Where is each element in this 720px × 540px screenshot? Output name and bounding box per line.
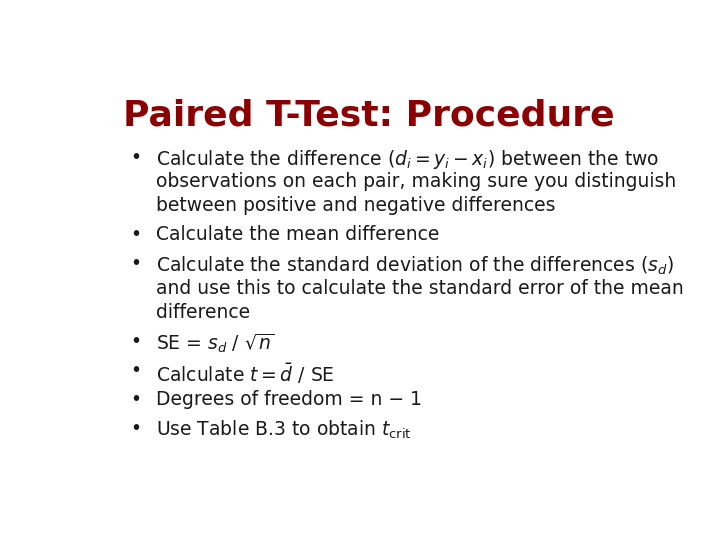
Text: Calculate the mean difference: Calculate the mean difference [156, 225, 439, 244]
Text: •: • [130, 332, 141, 351]
Text: •: • [130, 361, 141, 380]
Text: Paired T-Test: Procedure: Paired T-Test: Procedure [123, 99, 615, 133]
Text: •: • [130, 225, 141, 244]
Text: and use this to calculate the standard error of the mean: and use this to calculate the standard e… [156, 279, 683, 298]
Text: observations on each pair, making sure you distinguish: observations on each pair, making sure y… [156, 172, 676, 191]
Text: Use Table B.3 to obtain $t_{\mathrm{crit}}$: Use Table B.3 to obtain $t_{\mathrm{crit… [156, 419, 412, 441]
Text: Calculate $t = \bar{d}$ / SE: Calculate $t = \bar{d}$ / SE [156, 361, 335, 386]
Text: Calculate the standard deviation of the differences ($s_d$): Calculate the standard deviation of the … [156, 254, 674, 276]
Text: •: • [130, 419, 141, 438]
Text: SE = $s_d$ / $\sqrt{n}$: SE = $s_d$ / $\sqrt{n}$ [156, 332, 274, 355]
Text: •: • [130, 148, 141, 167]
Text: difference: difference [156, 302, 250, 322]
Text: Calculate the difference ($d_i = y_i - x_i$) between the two: Calculate the difference ($d_i = y_i - x… [156, 148, 659, 171]
Text: Degrees of freedom = n − 1: Degrees of freedom = n − 1 [156, 390, 422, 409]
Text: •: • [130, 390, 141, 409]
Text: •: • [130, 254, 141, 273]
Text: between positive and negative differences: between positive and negative difference… [156, 196, 555, 215]
